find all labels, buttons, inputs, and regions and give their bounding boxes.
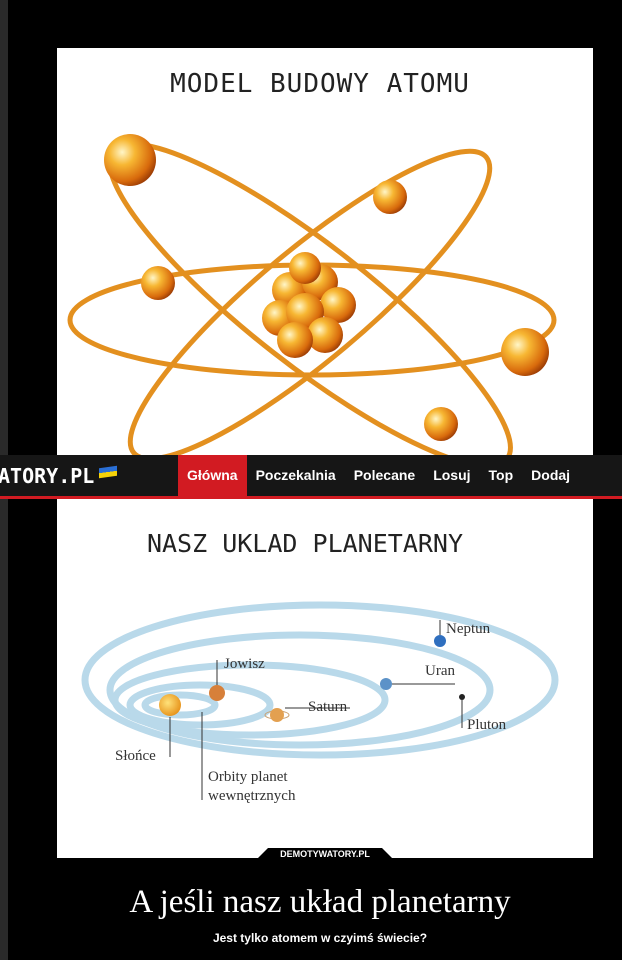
label-uran: Uran	[425, 663, 455, 679]
label-pluton: Pluton	[467, 717, 507, 733]
diagram-title: NASZ UKLAD PLANETARNY	[147, 529, 463, 558]
label-jowisz: Jowisz	[224, 656, 265, 672]
nav-item[interactable]: Dodaj	[522, 455, 579, 496]
label-neptun: Neptun	[446, 621, 491, 637]
nav-item[interactable]: Losuj	[424, 455, 479, 496]
nav-item[interactable]: Główna	[178, 455, 247, 496]
label-orbity: wewnętrznych	[208, 788, 296, 804]
caption-subtitle: Jest tylko atomem w czyimś świecie?	[213, 931, 427, 945]
nav-item[interactable]: Polecane	[345, 455, 424, 496]
logo-text[interactable]: ATORY.PL	[0, 464, 94, 488]
nav-item[interactable]: Top	[480, 455, 523, 496]
label-orbity: Orbity planet	[208, 769, 288, 785]
logo[interactable]: ATORY.PL	[0, 464, 178, 488]
caption-title: A jeśli nasz układ planetarny	[129, 884, 511, 920]
label-saturn: Saturn	[308, 699, 348, 715]
watermark: DEMOTYWATORY.PL	[280, 849, 370, 859]
atom-title: MODEL BUDOWY ATOMU	[170, 69, 470, 99]
flag-icon	[99, 465, 117, 478]
nav-item[interactable]: Poczekalnia	[247, 455, 345, 496]
label-slonce: Słońce	[115, 748, 156, 764]
page: MODEL BUDOWY ATOMU NASZ UKLAD PLANETARNY	[0, 0, 622, 960]
